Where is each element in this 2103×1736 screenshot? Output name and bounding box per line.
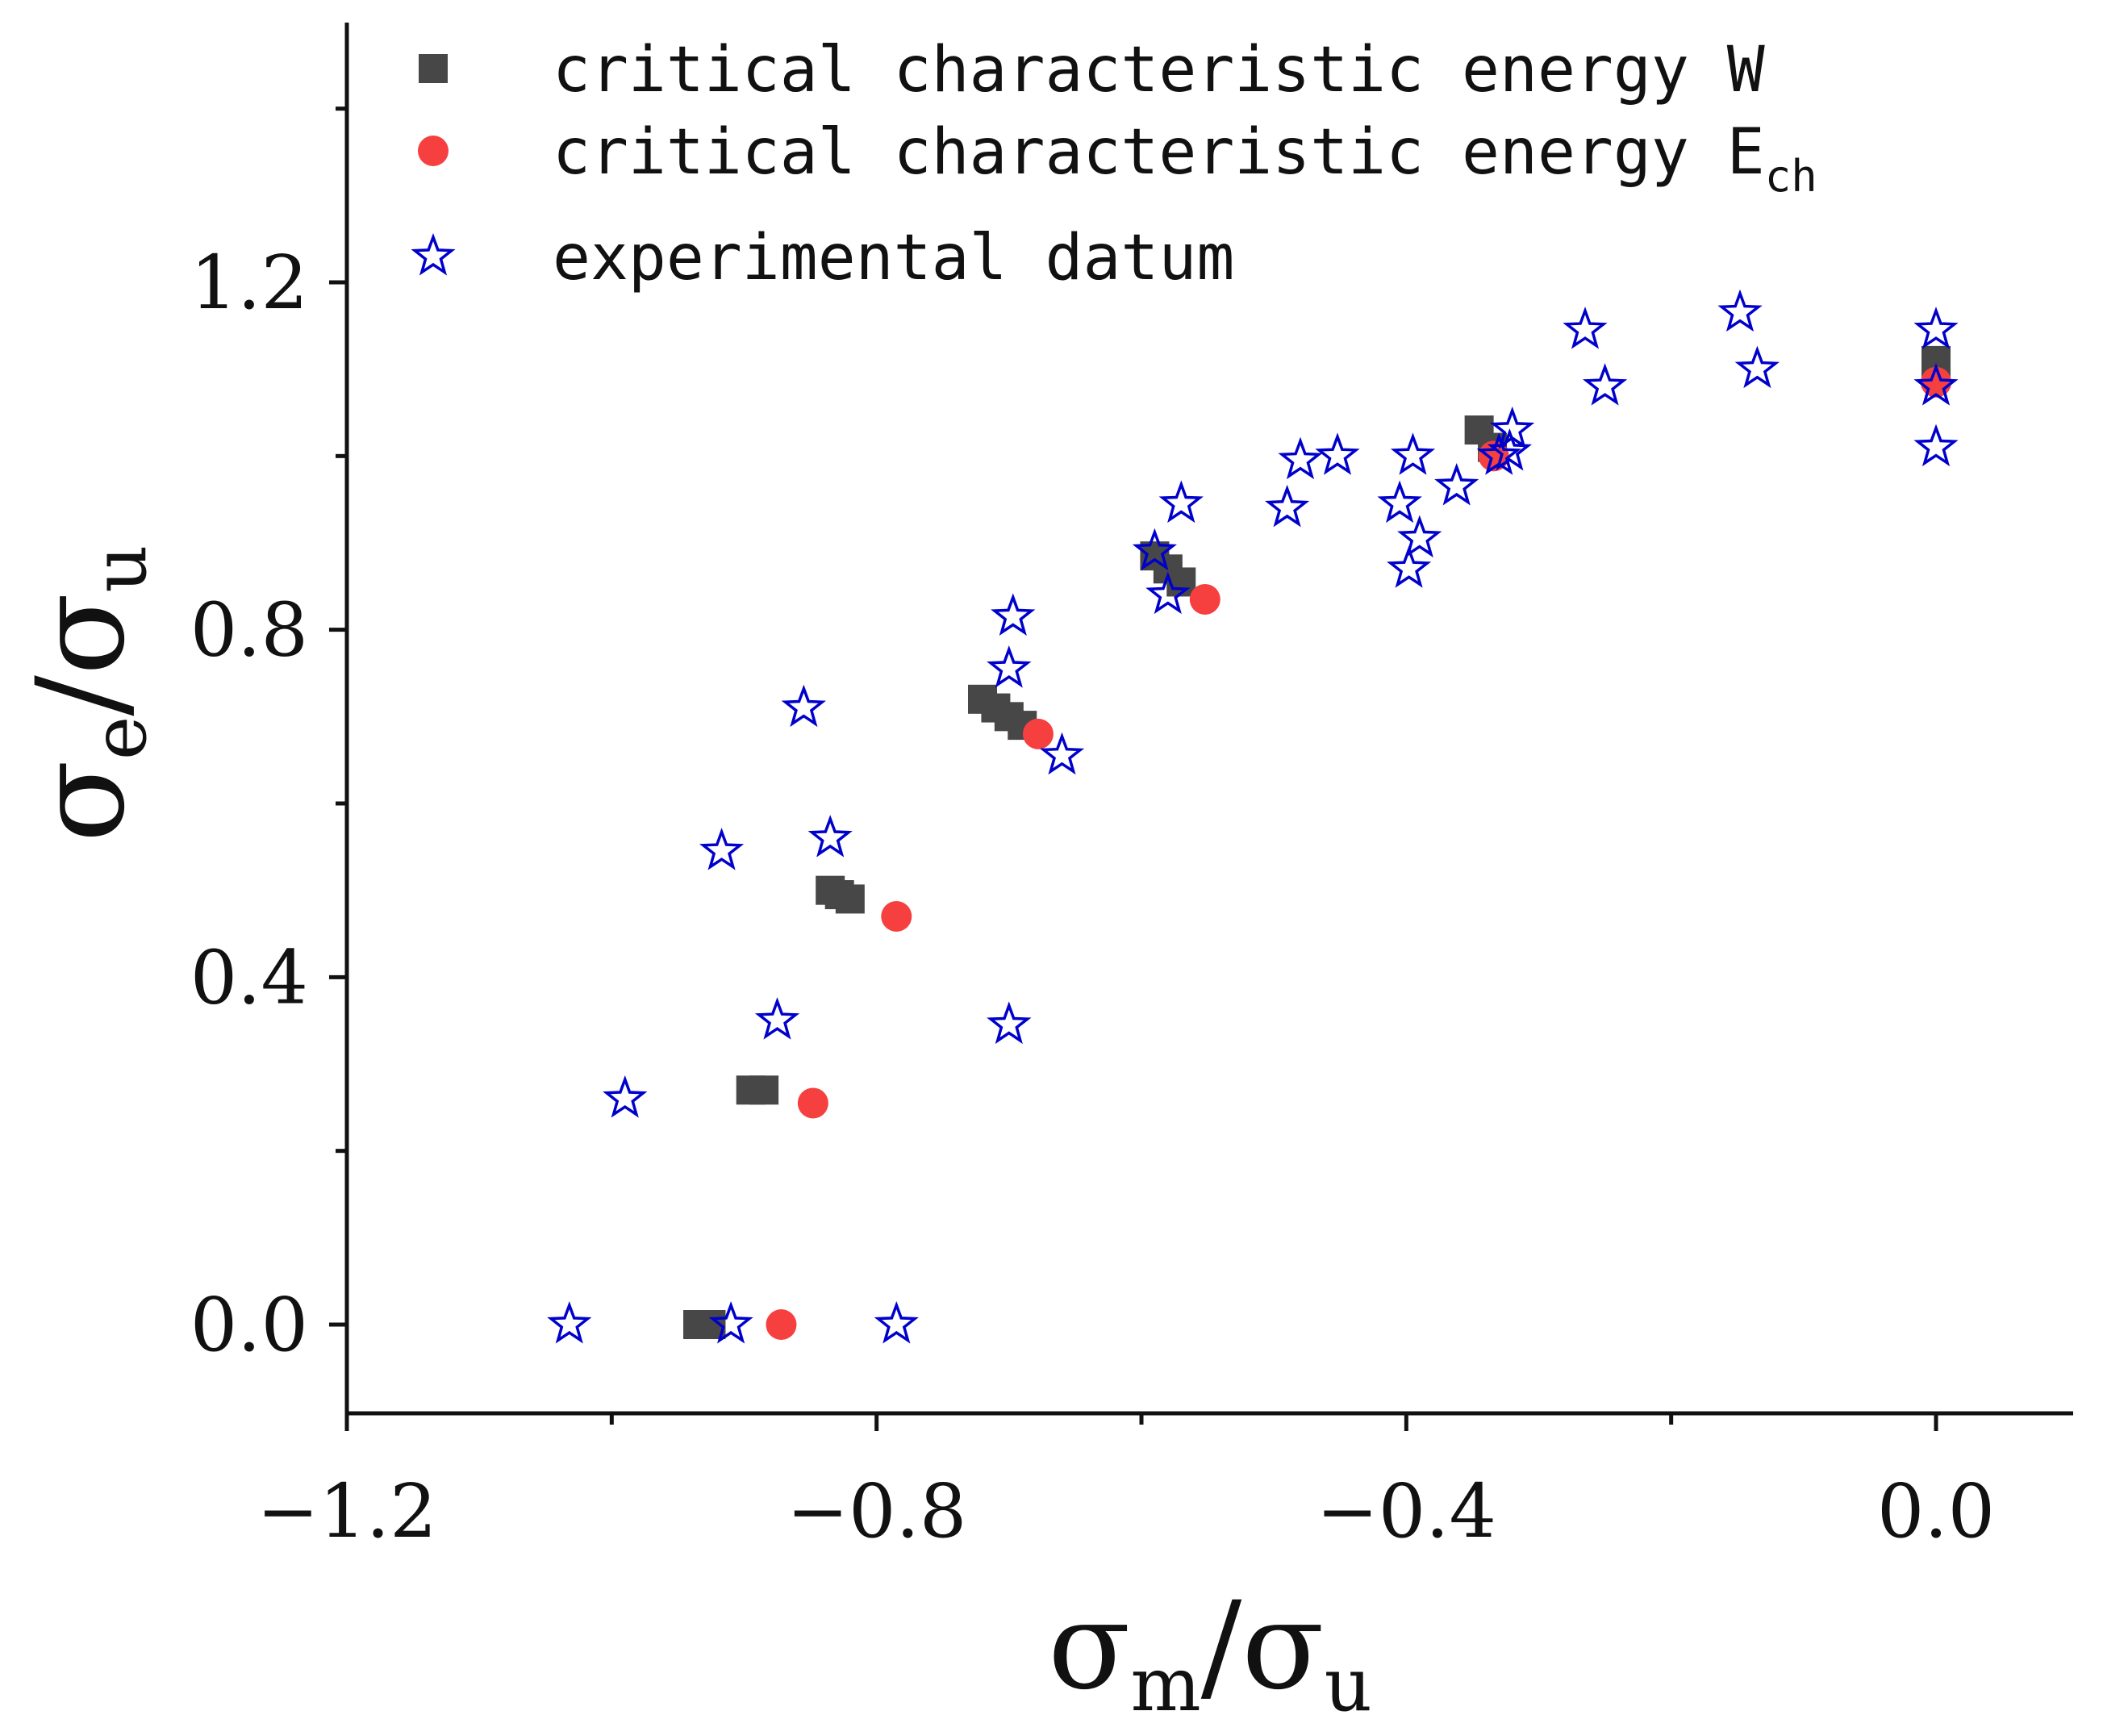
circle-point — [766, 1309, 797, 1340]
circle-point — [797, 1087, 828, 1119]
circle-point — [1189, 583, 1220, 615]
legend-marker-square — [419, 54, 448, 83]
legend: critical characteristic energy W critical… — [411, 34, 1817, 294]
tick-marks — [329, 106, 1938, 1431]
square-point — [749, 1075, 779, 1105]
circle-point — [881, 900, 912, 932]
series-circle — [766, 366, 1951, 1340]
star-point — [1278, 436, 1323, 480]
y-tick-label: 0.0 — [190, 1282, 308, 1368]
y-tick-label: 0.8 — [190, 587, 308, 674]
star-point — [754, 997, 800, 1040]
square-point — [835, 884, 865, 914]
legend-label: critical characteristic energy W — [553, 34, 1765, 106]
star-point — [807, 815, 853, 858]
series-star — [547, 289, 1959, 1344]
star-point — [781, 684, 826, 728]
star-point — [1132, 528, 1177, 571]
star-point — [603, 1075, 648, 1118]
y-tick-label: 0.4 — [190, 934, 308, 1020]
axes — [344, 23, 2073, 1416]
x-tick-label: −1.2 — [257, 1468, 436, 1554]
star-point — [1397, 515, 1442, 558]
x-tick-label: 0.0 — [1877, 1468, 1995, 1554]
star-point — [1315, 432, 1360, 475]
star-point — [1377, 480, 1422, 524]
x-axis-label: σm/σu — [1048, 1576, 1372, 1728]
star-point — [1039, 732, 1085, 775]
star-point — [1390, 432, 1436, 475]
star-point — [1913, 424, 1959, 467]
star-point — [874, 1300, 919, 1344]
data-points — [547, 289, 1959, 1344]
star-point — [1158, 480, 1204, 524]
star-point — [1434, 462, 1479, 506]
y-axis-label: σe/σu — [11, 545, 163, 842]
star-point — [1717, 289, 1763, 332]
x-tick-label: −0.4 — [1316, 1468, 1496, 1554]
circle-point — [1022, 718, 1054, 749]
star-point — [1489, 406, 1535, 449]
legend-label: critical characteristic energy Ech — [553, 116, 1817, 202]
star-point — [1913, 363, 1959, 406]
star-point — [699, 828, 745, 870]
legend-marker-circle — [418, 136, 449, 166]
star-point — [708, 1300, 753, 1344]
x-tick-label: −0.8 — [787, 1468, 966, 1554]
star-point — [1265, 484, 1310, 528]
star-point — [1387, 545, 1432, 588]
star-point — [547, 1300, 592, 1344]
star-point — [987, 645, 1032, 688]
star-point — [1583, 363, 1628, 406]
star-point — [1913, 307, 1959, 349]
star-point — [1563, 307, 1608, 349]
star-point — [987, 1001, 1032, 1045]
tick-labels: 0.0 0.4 0.8 1.2 −1.2 −0.8 −0.4 0.0 — [190, 240, 1995, 1554]
legend-label: experimental datum — [553, 222, 1234, 294]
star-point — [1734, 345, 1780, 389]
star-point — [1145, 571, 1191, 615]
star-point — [991, 593, 1036, 636]
y-tick-label: 1.2 — [190, 240, 308, 326]
series-square — [683, 345, 1951, 1339]
legend-marker-star — [411, 232, 456, 276]
